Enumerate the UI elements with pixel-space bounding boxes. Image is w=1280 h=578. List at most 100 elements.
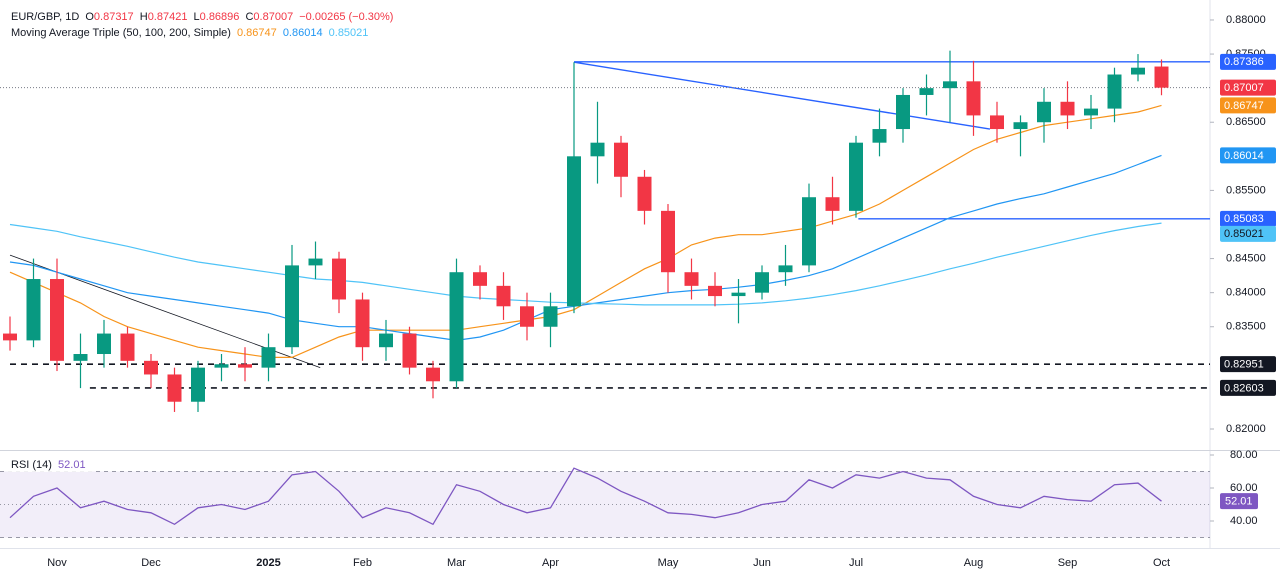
candle-body xyxy=(332,258,346,300)
price-tag-label: 0.82951 xyxy=(1224,359,1264,371)
candle-body xyxy=(1060,101,1075,116)
rsi-title: RSI (14) xyxy=(11,459,52,471)
moving-average xyxy=(9,154,1162,342)
candle-body xyxy=(496,285,511,307)
rsi-legend: RSI (14) 52.01 xyxy=(8,458,92,472)
price-tag-label: 0.86747 xyxy=(1224,100,1264,112)
candle-body xyxy=(167,374,182,402)
x-tick-label: Mar xyxy=(447,557,466,569)
candle-body xyxy=(543,306,558,327)
candle-body xyxy=(355,299,370,348)
candle-body xyxy=(214,364,229,368)
price-tag xyxy=(1220,97,1276,114)
x-tick-label: Nov xyxy=(47,557,67,569)
ma-value: 0.86747 xyxy=(236,27,277,39)
symbol: EUR/GBP, 1D xyxy=(11,11,80,23)
candle-body xyxy=(520,306,534,327)
y-tick-label: 40.00 xyxy=(1230,515,1258,527)
candle-body xyxy=(120,333,135,361)
price-tag-label: 0.87386 xyxy=(1224,56,1264,68)
rsi-tag-label: 52.01 xyxy=(1225,496,1253,508)
candle-body xyxy=(191,367,205,402)
price-tag-label: 0.86014 xyxy=(1224,150,1264,162)
x-tick-label: May xyxy=(658,557,679,569)
candle-body xyxy=(26,279,41,341)
ohlc-letter: H xyxy=(139,11,148,23)
ohlc-value: 0.87007 xyxy=(253,11,294,23)
candle-body xyxy=(73,354,88,361)
candle-body xyxy=(285,265,299,348)
candle-body xyxy=(896,94,910,130)
x-tick-label: Oct xyxy=(1153,557,1170,569)
ma-value: 0.85021 xyxy=(328,27,369,39)
x-tick-label: 2025 xyxy=(256,557,280,569)
candle-body xyxy=(1013,122,1028,130)
candle-body xyxy=(97,333,111,355)
y-tick-label: 0.83500 xyxy=(1226,321,1266,333)
candle-body xyxy=(684,272,699,286)
x-tick-label: Jun xyxy=(753,557,771,569)
candle-body xyxy=(1131,67,1145,75)
x-tick-label: Feb xyxy=(353,557,372,569)
candle-body xyxy=(144,360,158,375)
y-tick-label: 0.82000 xyxy=(1226,423,1266,435)
candle-body xyxy=(426,367,440,382)
indicator-legend: Moving Average Triple (50, 100, 200, Sim… xyxy=(8,26,375,40)
candle-body xyxy=(755,272,769,293)
candle-body xyxy=(614,142,628,177)
symbol-legend: EUR/GBP, 1D O0.87317 H0.87421 L0.86896 C… xyxy=(8,10,400,24)
y-tick-label: 80.00 xyxy=(1230,449,1258,461)
x-tick-label: Jul xyxy=(849,557,863,569)
change: −0.00265 (−0.30%) xyxy=(299,11,394,23)
price-tag xyxy=(1220,356,1276,373)
candle-body xyxy=(849,142,863,211)
candle-body xyxy=(590,142,605,157)
rsi-tag xyxy=(1220,493,1258,510)
ohlc-value: 0.87317 xyxy=(93,11,134,23)
price-tag xyxy=(1220,210,1276,227)
candle-body xyxy=(1107,74,1122,109)
moving-average xyxy=(9,104,1162,358)
candle-body xyxy=(1037,101,1051,123)
candle-body xyxy=(990,115,1004,130)
price-tag xyxy=(1220,147,1276,164)
moving-average xyxy=(9,222,1162,306)
candle-body xyxy=(1084,108,1098,116)
y-tick-label: 0.85500 xyxy=(1226,184,1266,196)
price-tag xyxy=(1220,53,1276,70)
candle-body xyxy=(966,81,981,116)
candle-body xyxy=(661,210,675,273)
candle-body xyxy=(708,285,722,297)
rsi-value: 52.01 xyxy=(58,459,86,471)
indicator-name: Moving Average Triple (50, 100, 200, Sim… xyxy=(11,27,231,39)
candle-body xyxy=(50,279,64,361)
price-tag-label: 0.85083 xyxy=(1224,213,1264,225)
candle-body xyxy=(825,197,840,211)
y-tick-label: 0.88000 xyxy=(1226,14,1266,26)
price-tag-label: 0.85021 xyxy=(1224,228,1264,240)
candle-body xyxy=(802,197,816,266)
candle-body xyxy=(473,272,487,286)
rsi-pane xyxy=(0,467,1210,538)
ohlc-letter: L xyxy=(193,11,200,23)
y-tick-label: 0.84000 xyxy=(1226,287,1266,299)
candle-body xyxy=(872,129,887,143)
x-tick-label: Dec xyxy=(141,557,161,569)
candle-body xyxy=(308,258,323,266)
x-tick-label: Sep xyxy=(1058,557,1078,569)
rsi-line xyxy=(9,467,1162,526)
x-tick-label: Aug xyxy=(964,557,984,569)
price-tag xyxy=(1220,379,1276,396)
y-tick-label: 60.00 xyxy=(1230,482,1258,494)
ohlc-letter: C xyxy=(245,11,254,23)
candle-body xyxy=(778,265,793,273)
candle-body xyxy=(379,333,393,348)
ohlc-letter: O xyxy=(85,11,94,23)
price-tag xyxy=(1220,225,1276,242)
candle-body xyxy=(1154,66,1169,88)
x-tick-label: Apr xyxy=(542,557,559,569)
price-tag xyxy=(1220,79,1276,96)
candle-body xyxy=(637,176,652,211)
